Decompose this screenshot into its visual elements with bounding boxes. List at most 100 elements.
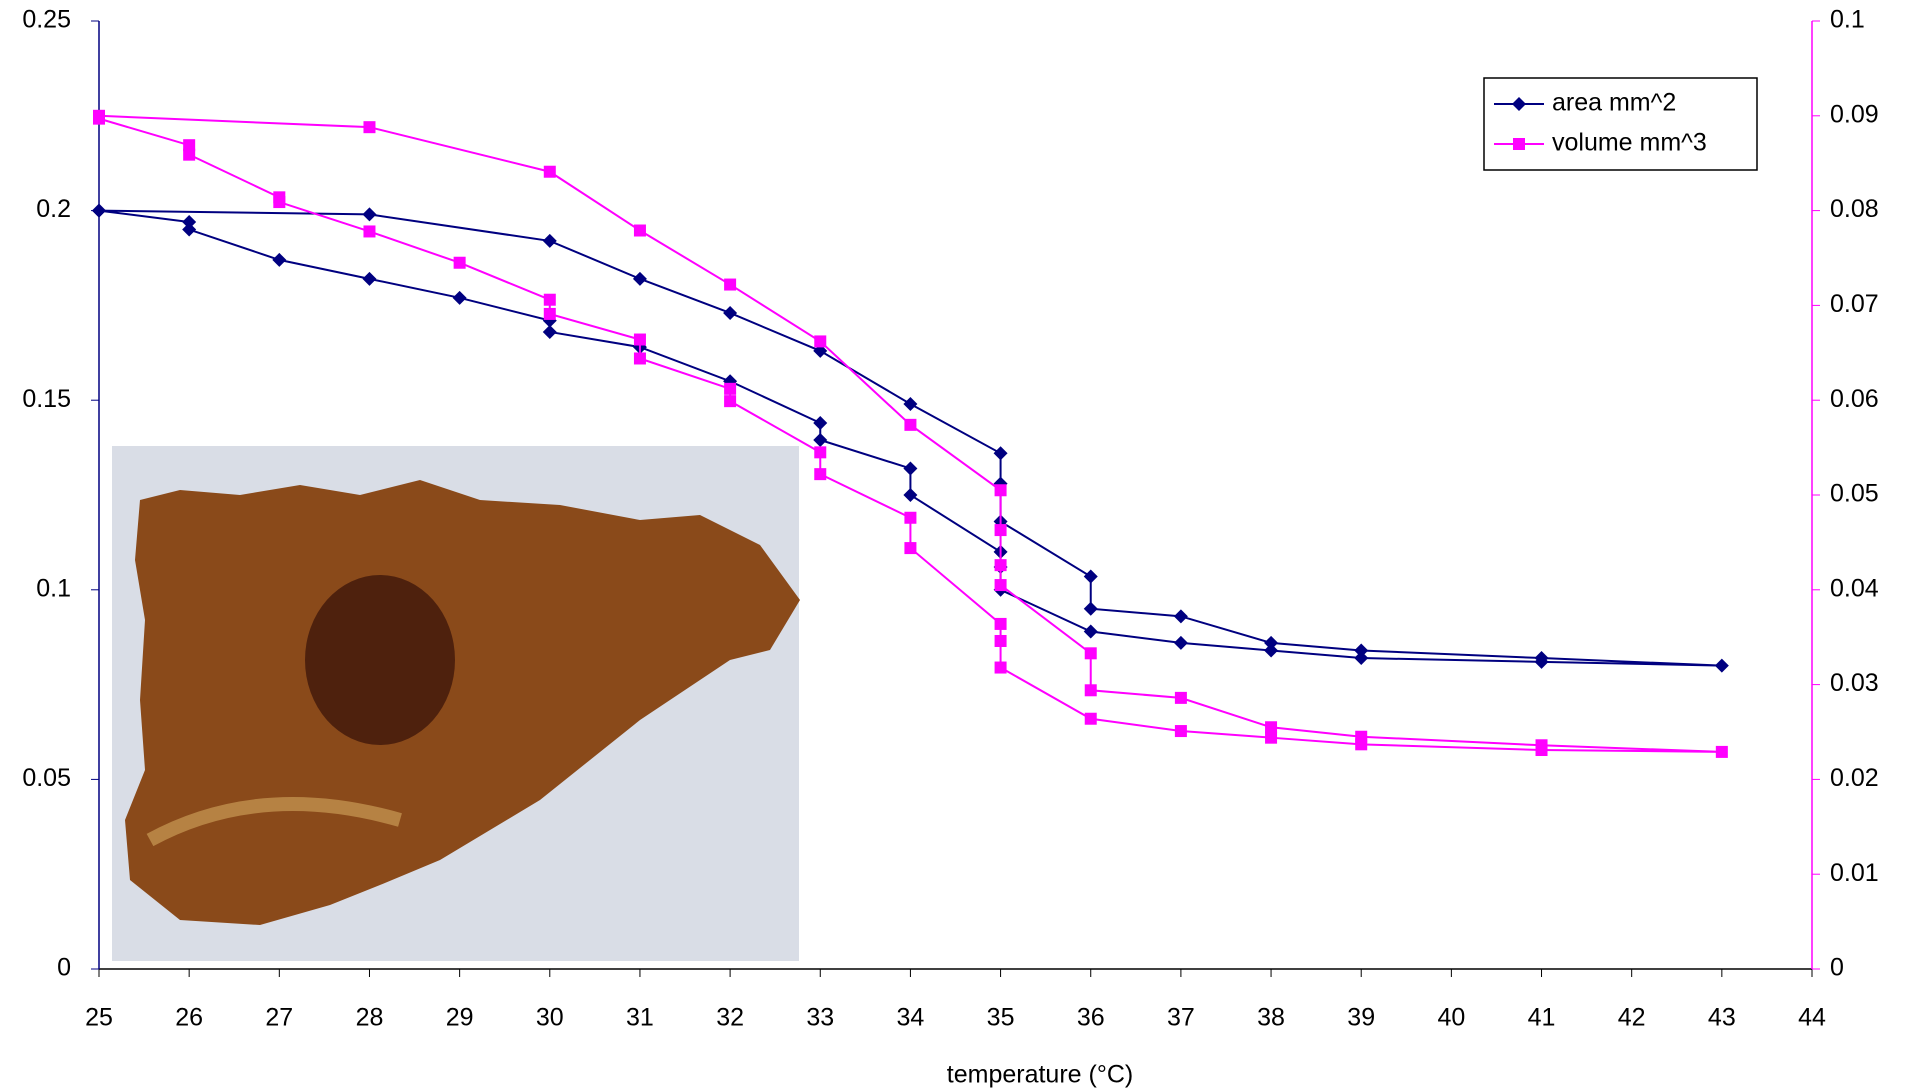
x-axis-label: temperature (°C) <box>947 1061 1133 1089</box>
diamond-marker <box>1512 97 1526 111</box>
y-tick-label: 0.25 <box>22 6 71 34</box>
diamond-marker <box>272 252 287 267</box>
legend-box <box>1483 77 1758 171</box>
square-marker <box>994 484 1007 497</box>
x-tick-label: 30 <box>536 1004 564 1032</box>
y2-tick-label: 0.06 <box>1830 385 1879 413</box>
photo-dark-spot <box>305 575 455 745</box>
square-marker <box>453 256 466 269</box>
square-marker <box>994 579 1007 592</box>
y2-tick-label: 0.1 <box>1830 6 1865 34</box>
diamond-marker <box>92 203 106 218</box>
square-marker <box>994 559 1007 572</box>
square-marker <box>1265 721 1278 734</box>
square-marker <box>183 148 196 161</box>
diamond-marker <box>1264 643 1279 658</box>
square-marker <box>724 395 737 408</box>
photo-streak <box>146 797 402 847</box>
square-marker <box>93 109 105 122</box>
square-marker <box>904 542 917 555</box>
y2-tick-label: 0.07 <box>1830 290 1879 318</box>
square-marker <box>543 165 556 178</box>
diamond-marker <box>1083 624 1098 639</box>
y2-tick-label: 0.08 <box>1830 195 1879 223</box>
y2-tick-label: 0.05 <box>1830 480 1879 508</box>
x-tick-label: 39 <box>1347 1004 1375 1032</box>
x-tick-label: 29 <box>446 1004 474 1032</box>
x-tick-label: 33 <box>806 1004 834 1032</box>
diamond-marker <box>813 415 828 430</box>
y2-tick-label: 0.04 <box>1830 574 1879 602</box>
diamond-marker <box>1083 569 1098 584</box>
square-marker <box>904 418 917 431</box>
x-tick-label: 40 <box>1437 1004 1465 1032</box>
diamond-marker <box>723 305 738 320</box>
diamond-marker <box>1714 658 1729 673</box>
square-marker <box>994 661 1007 674</box>
square-marker <box>1174 725 1187 738</box>
square-marker <box>363 225 376 238</box>
square-marker <box>1084 712 1097 725</box>
square-marker <box>724 382 737 395</box>
x-tick-label: 42 <box>1618 1004 1646 1032</box>
diamond-marker <box>632 271 647 286</box>
diamond-marker <box>1264 635 1279 650</box>
y-tick-label: 0.15 <box>22 385 71 413</box>
square-marker <box>814 335 827 348</box>
diamond-marker <box>1534 651 1549 666</box>
diamond-marker <box>542 324 557 339</box>
x-tick-label: 43 <box>1708 1004 1736 1032</box>
diamond-marker <box>993 446 1008 461</box>
square-marker <box>1265 731 1278 744</box>
diamond-marker <box>1354 651 1369 666</box>
photo-specimen <box>125 480 800 925</box>
y-tick-label: 0 <box>57 954 71 982</box>
diamond-marker <box>182 222 197 237</box>
x-tick-label: 31 <box>626 1004 654 1032</box>
diamond-marker <box>903 488 918 502</box>
square-marker <box>1084 647 1097 660</box>
legend-label: area mm^2 <box>1552 89 1676 117</box>
diamond-marker <box>362 271 377 286</box>
y-tick-label: 0.2 <box>36 195 71 223</box>
diamond-marker <box>813 433 828 448</box>
diamond-marker <box>362 207 377 222</box>
diamond-marker <box>182 214 197 229</box>
y-tick-label: 0.1 <box>36 574 71 602</box>
diamond-marker <box>1173 635 1188 650</box>
square-marker <box>994 634 1007 647</box>
square-marker <box>633 352 646 365</box>
square-marker <box>814 446 827 459</box>
x-tick-label: 25 <box>85 1004 113 1032</box>
square-marker <box>633 333 646 346</box>
diamond-marker <box>1173 609 1188 624</box>
diamond-marker <box>452 290 467 305</box>
square-marker <box>1084 684 1097 697</box>
x-tick-label: 36 <box>1077 1004 1105 1032</box>
square-marker <box>1513 138 1525 150</box>
legend-label: volume mm^3 <box>1552 129 1707 157</box>
square-marker <box>994 524 1007 537</box>
x-tick-label: 41 <box>1528 1004 1556 1032</box>
inset-photo <box>112 446 800 961</box>
x-tick-label: 38 <box>1257 1004 1285 1032</box>
x-tick-label: 32 <box>716 1004 744 1032</box>
square-marker <box>1535 739 1548 752</box>
x-tick-label: 26 <box>175 1004 203 1032</box>
diamond-marker <box>903 396 918 411</box>
diamond-marker <box>542 233 557 248</box>
x-tick-label: 34 <box>897 1004 925 1032</box>
square-marker <box>1715 745 1728 758</box>
square-marker <box>543 307 556 320</box>
y2-tick-label: 0.01 <box>1830 859 1879 887</box>
x-tick-label: 28 <box>356 1004 384 1032</box>
square-marker <box>183 139 196 152</box>
square-marker <box>994 617 1007 630</box>
y2-tick-label: 0.09 <box>1830 100 1879 128</box>
square-marker <box>633 224 646 237</box>
square-marker <box>363 121 376 134</box>
y2-tick-label: 0.02 <box>1830 764 1879 792</box>
square-marker <box>904 511 917 524</box>
y2-tick-label: 0 <box>1830 954 1844 982</box>
y-tick-label: 0.05 <box>22 764 71 792</box>
